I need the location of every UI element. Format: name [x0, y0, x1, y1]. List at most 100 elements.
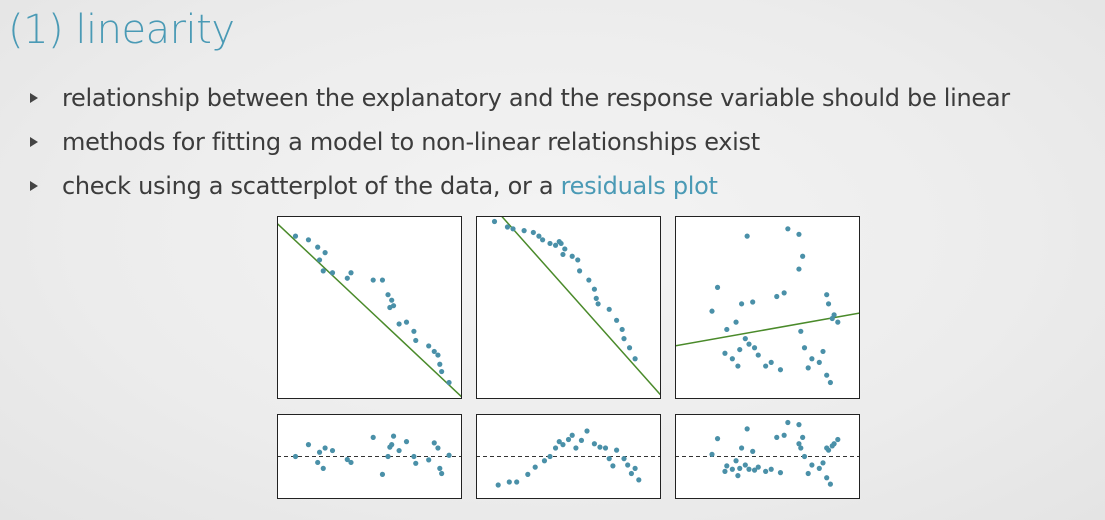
data-point [625, 462, 631, 468]
data-point [763, 363, 769, 369]
data-point [552, 242, 559, 248]
data-point [411, 328, 417, 334]
data-point [744, 233, 750, 239]
data-point [816, 359, 822, 365]
data-point [800, 253, 806, 259]
data-point [315, 459, 321, 466]
data-point [835, 436, 841, 443]
residuals-plot-link[interactable]: residuals plot [560, 172, 718, 200]
data-point [413, 460, 419, 466]
data-point [774, 293, 780, 300]
data-point [742, 462, 748, 468]
data-point [595, 301, 601, 307]
data-point [768, 466, 774, 472]
data-point [714, 436, 721, 442]
data-point [801, 345, 808, 351]
bullet-list: relationship between the explanatory and… [30, 76, 1010, 208]
data-point [751, 345, 758, 351]
panel-frame [476, 216, 661, 399]
data-point [320, 268, 326, 274]
scatter-panel-curved [476, 216, 661, 399]
data-point [739, 301, 745, 307]
data-point [626, 345, 633, 351]
data-point [573, 445, 579, 451]
data-point [632, 356, 638, 362]
data-point [552, 445, 559, 451]
data-point [577, 268, 583, 274]
slide-title: (1) linearity [8, 7, 235, 53]
data-point [530, 229, 536, 236]
triangle-bullet-icon [30, 181, 38, 191]
data-point [621, 456, 627, 462]
panel-frame [675, 414, 860, 499]
data-point [632, 465, 638, 471]
data-point [435, 352, 441, 358]
data-point [755, 464, 761, 470]
data-point [733, 319, 739, 325]
data-point [796, 441, 802, 447]
data-point [575, 257, 581, 263]
data-point [614, 447, 620, 453]
data-point [729, 466, 735, 472]
panel-frame [277, 216, 462, 399]
data-point [801, 453, 808, 460]
regression-line [277, 222, 462, 398]
data-point [763, 468, 769, 474]
scatter-panel-no-pattern [675, 216, 860, 399]
data-point [820, 348, 826, 355]
data-point [426, 457, 432, 463]
data-point [431, 348, 437, 355]
data-point [305, 442, 312, 448]
data-point [379, 471, 386, 477]
data-point [796, 422, 802, 428]
data-point [495, 482, 501, 488]
data-point [584, 428, 590, 434]
data-point [344, 275, 350, 281]
data-point [785, 419, 791, 426]
data-point [785, 226, 791, 232]
data-point [733, 458, 739, 464]
data-point [777, 367, 784, 373]
data-point [315, 244, 321, 250]
data-point [437, 361, 443, 367]
data-point [446, 379, 452, 386]
bullet-text: check using a scatterplot of the data, o… [62, 172, 561, 200]
data-point [614, 317, 620, 323]
data-point [809, 462, 815, 468]
bullet-text: methods for fitting a model to non-linea… [62, 128, 760, 156]
data-point [370, 434, 376, 440]
data-point [835, 319, 841, 325]
bullet-item: check using a scatterplot of the data, o… [30, 164, 1010, 208]
data-point [305, 237, 312, 243]
regression-line [500, 216, 661, 396]
data-point [292, 453, 299, 460]
data-point [824, 292, 830, 298]
data-point [602, 445, 609, 451]
data-point [781, 432, 787, 438]
data-point [560, 442, 566, 448]
data-point [504, 224, 511, 230]
data-point [387, 304, 393, 311]
data-point [435, 445, 441, 451]
data-point [709, 451, 715, 457]
data-point [746, 466, 752, 472]
data-point [751, 467, 758, 473]
data-point [348, 459, 354, 466]
data-point [829, 315, 835, 322]
data-point [431, 440, 437, 446]
triangle-bullet-icon [30, 93, 38, 103]
data-point [329, 270, 336, 276]
panel-frame [675, 216, 860, 399]
data-point [370, 277, 376, 283]
data-point [829, 443, 835, 449]
data-point [722, 468, 728, 474]
data-point [426, 343, 432, 349]
data-point [348, 270, 354, 276]
data-point [437, 465, 443, 471]
data-point [379, 277, 386, 283]
data-point [541, 458, 548, 464]
data-point [796, 231, 802, 237]
data-point [825, 447, 832, 453]
data-point [385, 453, 391, 460]
data-point [292, 233, 299, 239]
